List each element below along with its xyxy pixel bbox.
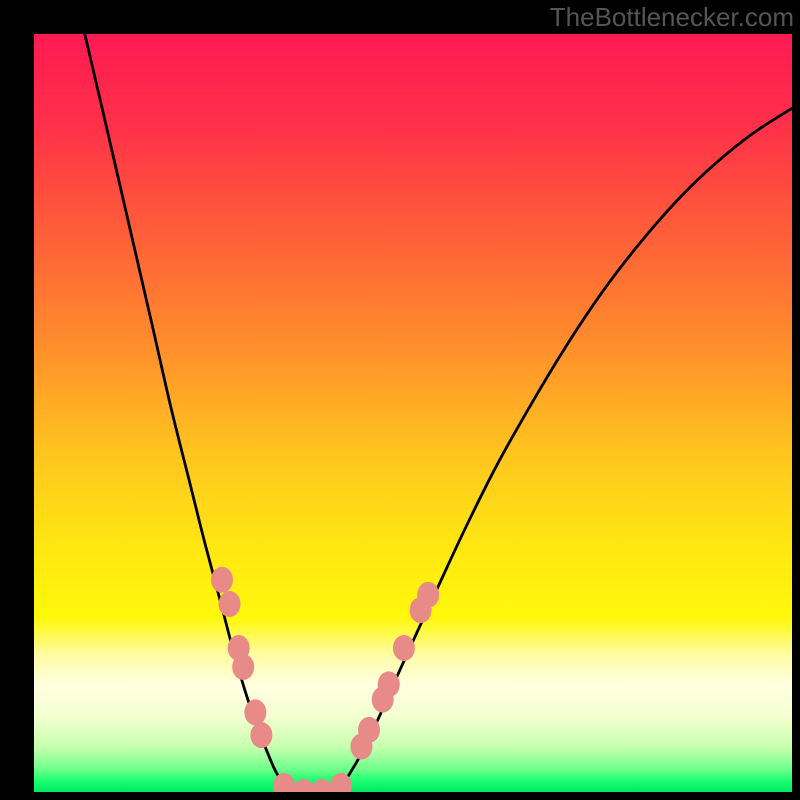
data-marker	[311, 779, 333, 792]
data-marker	[211, 567, 233, 593]
data-marker	[232, 654, 254, 680]
data-marker	[244, 699, 266, 725]
plot-area	[34, 34, 792, 792]
chart-container: TheBottlenecker.com	[0, 0, 800, 800]
watermark-text: TheBottlenecker.com	[550, 2, 794, 33]
data-marker	[417, 582, 439, 608]
marker-group	[211, 567, 439, 792]
data-marker	[273, 773, 295, 792]
data-marker	[250, 722, 272, 748]
data-marker	[219, 591, 241, 617]
chart-svg	[34, 34, 792, 792]
bottleneck-curve	[85, 34, 792, 792]
data-marker	[358, 717, 380, 743]
data-marker	[378, 671, 400, 697]
data-marker	[393, 635, 415, 661]
